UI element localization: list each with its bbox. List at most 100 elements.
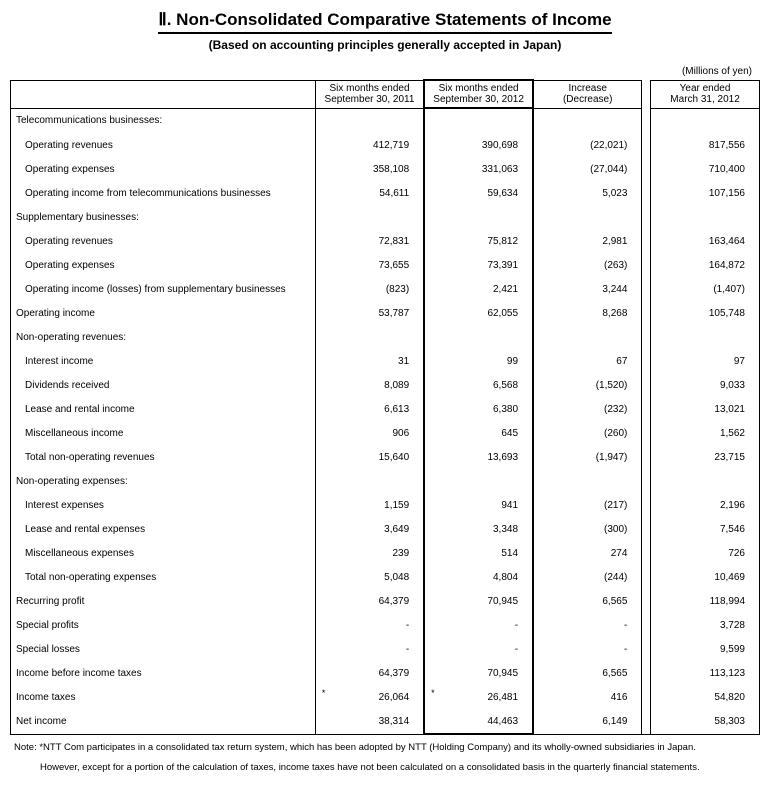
cell-value <box>424 469 533 493</box>
table-row: Lease and rental expenses3,6493,348(300)… <box>11 517 760 541</box>
gap-cell <box>642 108 651 133</box>
table-row: Miscellaneous expenses239514274726 <box>11 541 760 565</box>
cell-value: 3,244 <box>533 277 642 301</box>
gap-cell <box>642 541 651 565</box>
cell-value: 6,565 <box>533 589 642 613</box>
table-row: Operating expenses73,65573,391(263)164,8… <box>11 253 760 277</box>
cell-value: 645 <box>424 421 533 445</box>
row-label: Supplementary businesses: <box>11 205 316 229</box>
table-row: Non-operating revenues: <box>11 325 760 349</box>
header-c2: Six months endedSeptember 30, 2012 <box>424 80 533 108</box>
table-row: Miscellaneous income906645(260)1,562 <box>11 421 760 445</box>
cell-value: (1,407) <box>651 277 760 301</box>
cell-value: 9,033 <box>651 373 760 397</box>
footnote-2: However, except for a portion of the cal… <box>10 761 760 775</box>
gap-cell <box>642 349 651 373</box>
gap-cell <box>642 229 651 253</box>
row-label: Recurring profit <box>11 589 316 613</box>
row-label: Operating income (losses) from supplemen… <box>11 277 316 301</box>
table-row: Operating income from telecommunications… <box>11 181 760 205</box>
cell-value: 70,945 <box>424 589 533 613</box>
cell-value: 331,063 <box>424 157 533 181</box>
cell-value: 3,728 <box>651 613 760 637</box>
cell-value <box>315 469 424 493</box>
cell-value: 726 <box>651 541 760 565</box>
table-row: Supplementary businesses: <box>11 205 760 229</box>
cell-value: 817,556 <box>651 133 760 157</box>
gap-cell <box>642 685 651 709</box>
cell-value: 4,804 <box>424 565 533 589</box>
gap-cell <box>642 637 651 661</box>
cell-value: 5,023 <box>533 181 642 205</box>
row-label: Lease and rental income <box>11 397 316 421</box>
gap-cell <box>642 277 651 301</box>
header-c1: Six months endedSeptember 30, 2011 <box>315 80 424 108</box>
cell-value: (263) <box>533 253 642 277</box>
row-label: Miscellaneous expenses <box>11 541 316 565</box>
cell-value: 44,463 <box>424 709 533 734</box>
table-row: Net income38,31444,4636,14958,303 <box>11 709 760 734</box>
header-gap <box>642 80 651 108</box>
table-row: Interest income31996797 <box>11 349 760 373</box>
gap-cell <box>642 397 651 421</box>
row-label: Operating income from telecommunications… <box>11 181 316 205</box>
cell-value: 6,568 <box>424 373 533 397</box>
gap-cell <box>642 709 651 734</box>
table-row: Operating income (losses) from supplemen… <box>11 277 760 301</box>
row-label: Interest income <box>11 349 316 373</box>
table-row: Recurring profit64,37970,9456,565118,994 <box>11 589 760 613</box>
cell-value: 1,562 <box>651 421 760 445</box>
cell-value: - <box>533 637 642 661</box>
gap-cell <box>642 589 651 613</box>
table-row: Total non-operating expenses5,0484,804(2… <box>11 565 760 589</box>
cell-value: 3,649 <box>315 517 424 541</box>
cell-value: 6,380 <box>424 397 533 421</box>
cell-value: 10,469 <box>651 565 760 589</box>
gap-cell <box>642 661 651 685</box>
cell-value: (217) <box>533 493 642 517</box>
row-label: Telecommunications businesses: <box>11 108 316 133</box>
gap-cell <box>642 301 651 325</box>
cell-value: 13,021 <box>651 397 760 421</box>
cell-value: 54,611 <box>315 181 424 205</box>
cell-value <box>315 325 424 349</box>
cell-value: (1,947) <box>533 445 642 469</box>
cell-value: 163,464 <box>651 229 760 253</box>
row-label: Operating revenues <box>11 133 316 157</box>
cell-value: 107,156 <box>651 181 760 205</box>
cell-value: *26,481 <box>424 685 533 709</box>
header-label <box>11 80 316 108</box>
row-label: Dividends received <box>11 373 316 397</box>
cell-value: 64,379 <box>315 661 424 685</box>
cell-value: (232) <box>533 397 642 421</box>
cell-value: 54,820 <box>651 685 760 709</box>
cell-value: 6,565 <box>533 661 642 685</box>
cell-value: 239 <box>315 541 424 565</box>
table-row: Telecommunications businesses: <box>11 108 760 133</box>
cell-value: 99 <box>424 349 533 373</box>
cell-value <box>424 325 533 349</box>
cell-value <box>424 108 533 133</box>
row-label: Special losses <box>11 637 316 661</box>
cell-value: 2,981 <box>533 229 642 253</box>
gap-cell <box>642 613 651 637</box>
cell-value: 2,196 <box>651 493 760 517</box>
cell-value: (300) <box>533 517 642 541</box>
cell-value: (244) <box>533 565 642 589</box>
cell-value <box>651 108 760 133</box>
table-row: Special losses---9,599 <box>11 637 760 661</box>
gap-cell <box>642 325 651 349</box>
cell-value: 1,159 <box>315 493 424 517</box>
cell-value: - <box>533 613 642 637</box>
cell-value: 906 <box>315 421 424 445</box>
row-label: Miscellaneous income <box>11 421 316 445</box>
table-row: Dividends received8,0896,568(1,520)9,033 <box>11 373 760 397</box>
table-row: Lease and rental income6,6136,380(232)13… <box>11 397 760 421</box>
cell-value: 358,108 <box>315 157 424 181</box>
cell-value: 390,698 <box>424 133 533 157</box>
cell-value: 58,303 <box>651 709 760 734</box>
gap-cell <box>642 445 651 469</box>
row-label: Operating expenses <box>11 253 316 277</box>
row-label: Income before income taxes <box>11 661 316 685</box>
cell-value: 9,599 <box>651 637 760 661</box>
